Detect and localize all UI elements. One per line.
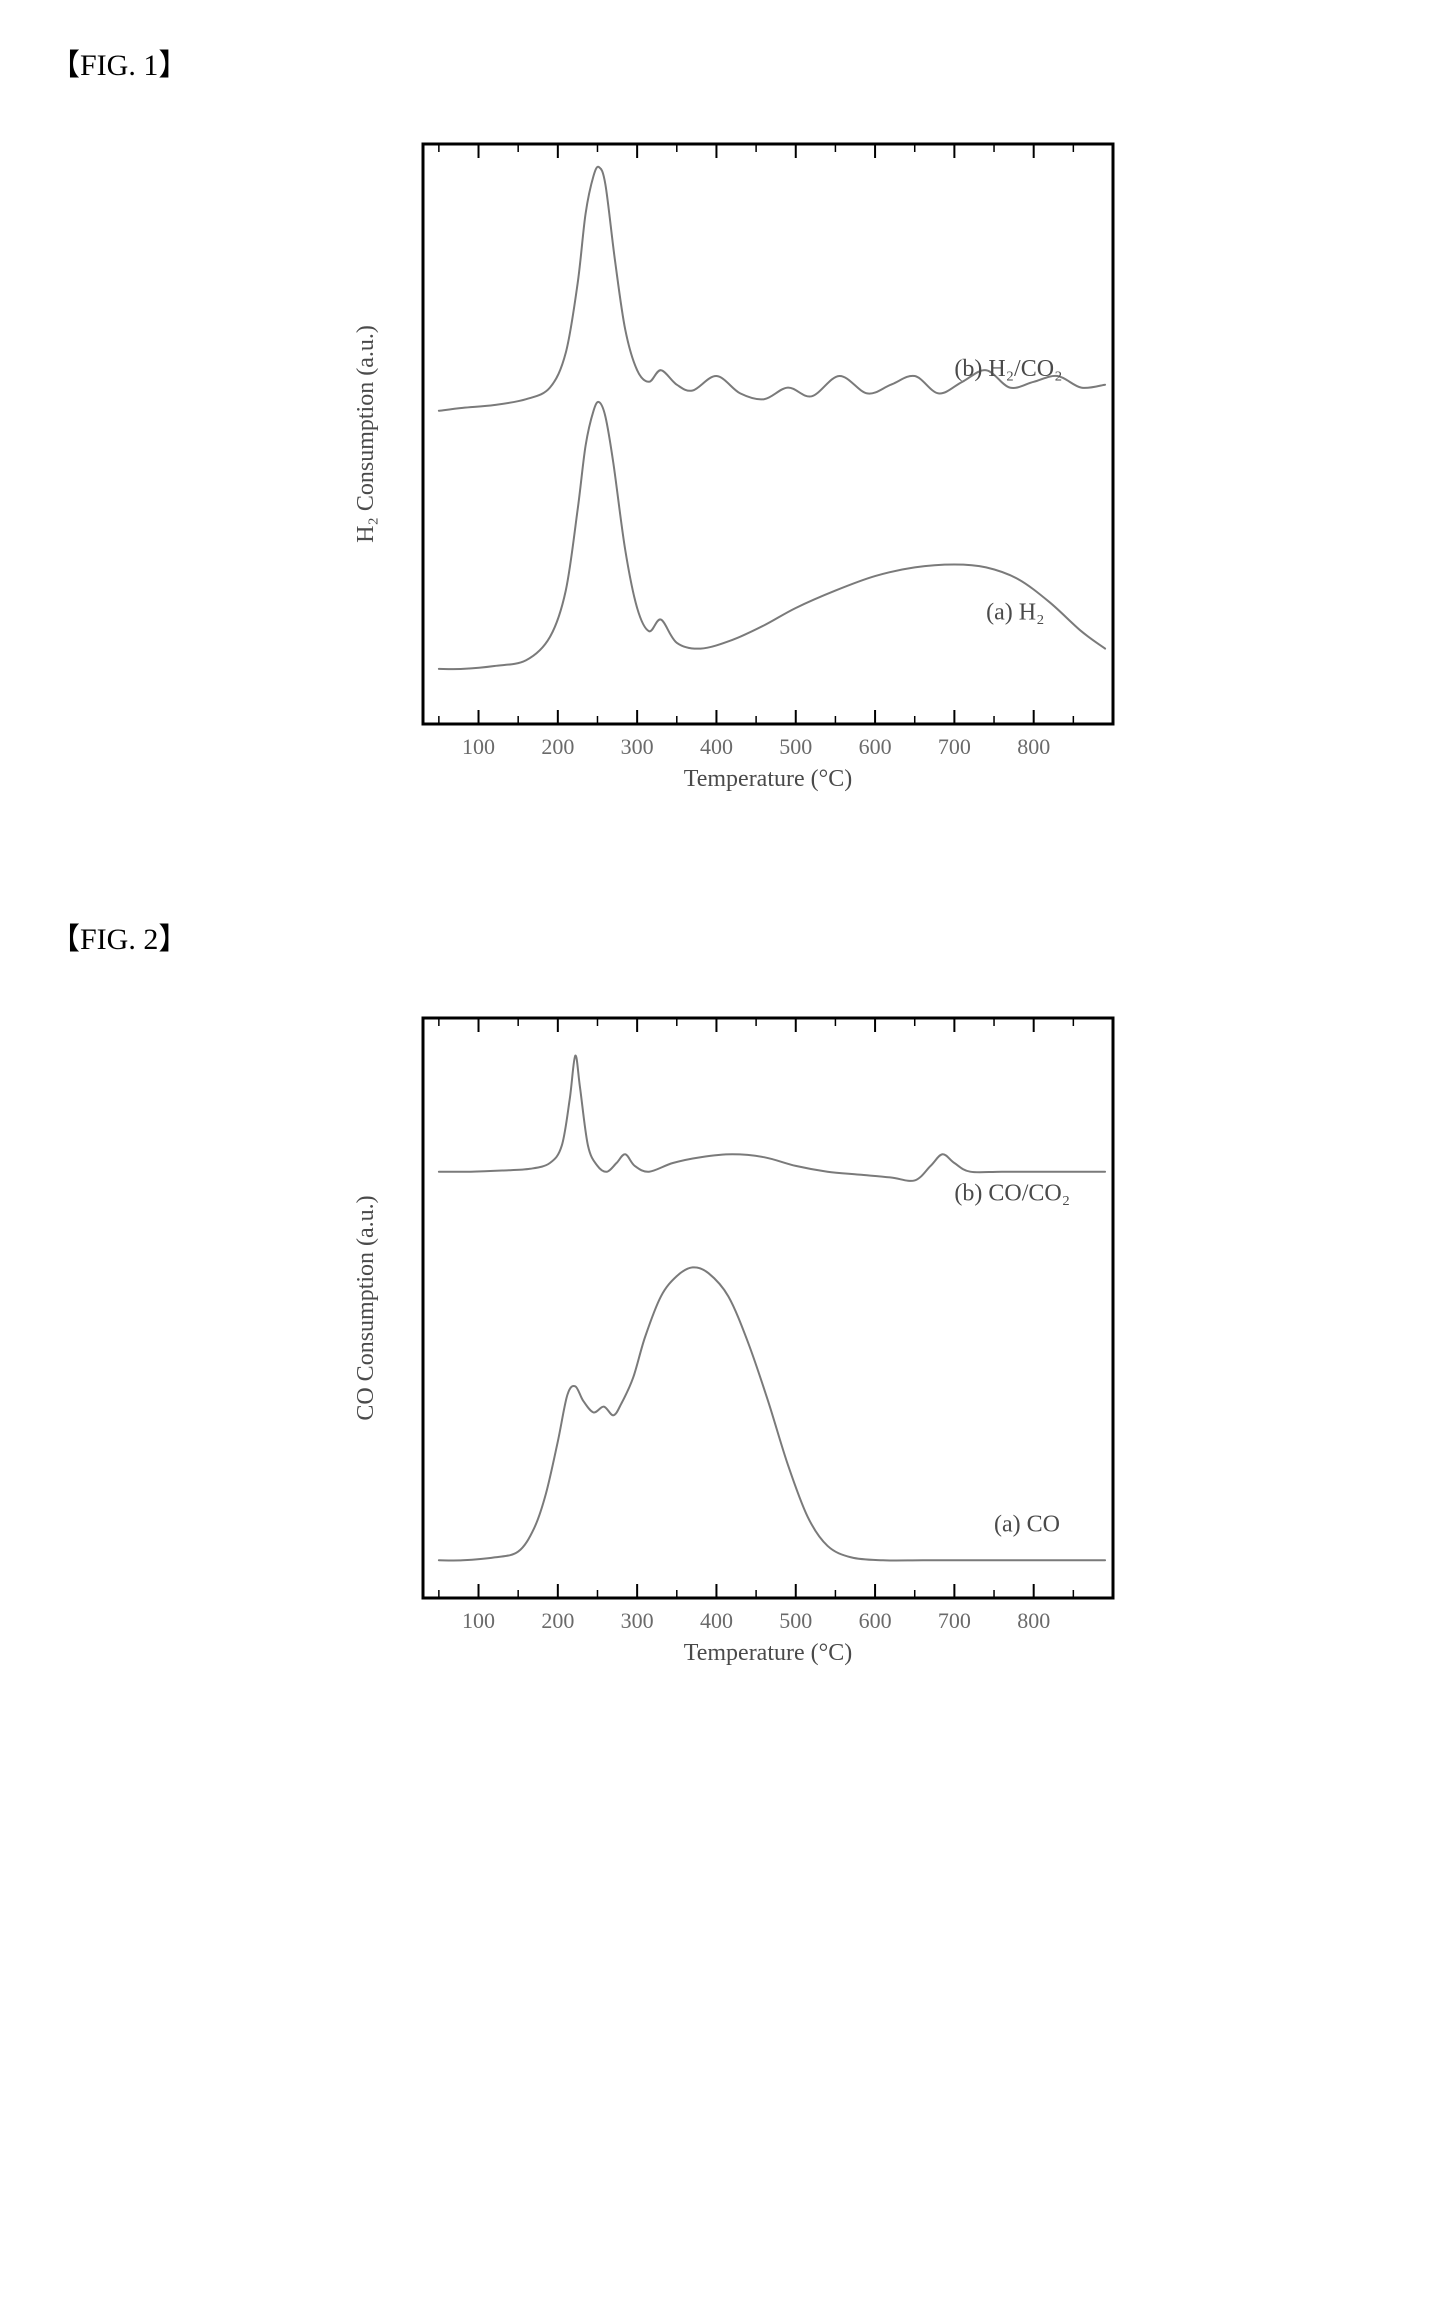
svg-text:400: 400 (699, 1608, 732, 1633)
svg-text:200: 200 (541, 1608, 574, 1633)
svg-text:700: 700 (937, 1608, 970, 1633)
figure-1-label: 【FIG. 1】 (50, 40, 1405, 84)
svg-text:300: 300 (620, 1608, 653, 1633)
figure-1-chart: 100 200 300 400 500 600 700 800 (a) H₂ (b) H₂/CO₂… (313, 114, 1133, 854)
svg-text:800: 800 (1017, 1608, 1050, 1633)
svg-text:CO Consumption (a.u.): CO Consumption (a.u.) (353, 1195, 379, 1420)
svg-text:(b) H₂/CO₂: (b) H₂/CO₂ (954, 356, 1062, 382)
svg-text:200: 200 (541, 734, 574, 759)
figure-1-chart-wrap: 100 200 300 400 500 600 700 800 (a) H₂ (b) H₂/CO₂… (40, 114, 1405, 854)
figure-2-chart: 100 200 300 400 500 600 700 800 (a) CO (b) CO/CO₂… (313, 988, 1133, 1728)
svg-text:(a) H₂: (a) H₂ (986, 600, 1044, 626)
svg-text:100: 100 (462, 1608, 495, 1633)
svg-text:Temperature (°C): Temperature (°C) (683, 766, 852, 792)
figure-2-label: 【FIG. 2】 (50, 914, 1405, 958)
figure-2-block: 【FIG. 2】 100 200 300 400 500 600 700 800 (a) CO (… (40, 914, 1405, 1728)
svg-text:500: 500 (779, 1608, 812, 1633)
svg-text:600: 600 (858, 1608, 891, 1633)
svg-text:400: 400 (699, 734, 732, 759)
svg-text:Temperature (°C): Temperature (°C) (683, 1640, 852, 1666)
svg-text:800: 800 (1017, 734, 1050, 759)
svg-text:300: 300 (620, 734, 653, 759)
svg-text:(b) CO/CO₂: (b) CO/CO₂ (954, 1181, 1070, 1207)
svg-text:600: 600 (858, 734, 891, 759)
svg-text:700: 700 (937, 734, 970, 759)
svg-text:500: 500 (779, 734, 812, 759)
svg-text:(a) CO: (a) CO (994, 1511, 1060, 1537)
svg-text:100: 100 (462, 734, 495, 759)
figure-1-block: 【FIG. 1】 100 200 300 400 500 600 700 800 (a) H₂ (… (40, 40, 1405, 854)
figure-2-chart-wrap: 100 200 300 400 500 600 700 800 (a) CO (b) CO/CO₂… (40, 988, 1405, 1728)
svg-text:H₂ Consumption (a.u.): H₂ Consumption (a.u.) (353, 325, 379, 543)
